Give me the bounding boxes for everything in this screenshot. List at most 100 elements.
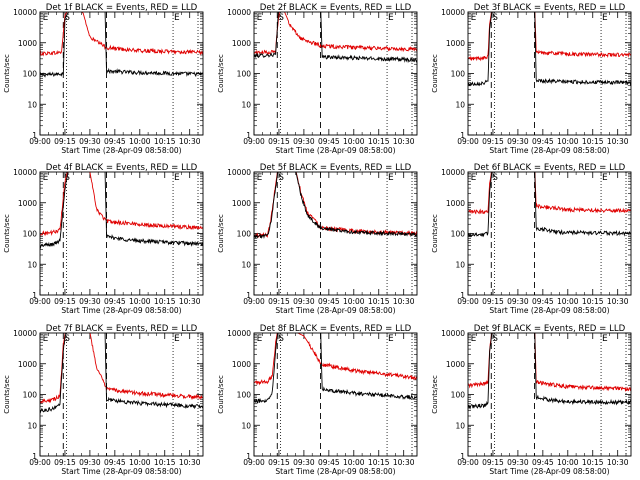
x-tick-label: 10:15 — [154, 458, 176, 467]
chart-title: Det 9f BLACK = Events, RED = LLD — [474, 324, 626, 334]
y-tick-label: 10000 — [227, 168, 251, 177]
detector-panel: Det 7f BLACK = Events, RED = LLD Counts/s… — [3, 324, 204, 476]
x-tick-label: 09:30 — [79, 137, 101, 146]
chart-title: Det 3f BLACK = Events, RED = LLD — [474, 3, 626, 13]
y-tick-label: 1 — [32, 452, 37, 461]
x-tick-label: 09:00 — [243, 137, 265, 146]
event-marker-label: E — [602, 173, 608, 183]
x-tick-label: 09:45 — [104, 458, 126, 467]
plot-frame — [253, 11, 418, 136]
y-tick-label: 1 — [460, 452, 465, 461]
plot-frame — [39, 11, 204, 136]
x-tick-label: 09:15 — [54, 137, 76, 146]
plot-frame — [253, 171, 418, 296]
x-tick-label: 10:15 — [154, 137, 176, 146]
y-tick-label: 100 — [23, 230, 38, 239]
y-tick-label: 10 — [27, 260, 37, 269]
x-tick-label: 09:00 — [457, 458, 479, 467]
x-tick-label: 10:30 — [607, 137, 629, 146]
event-marker-label: E — [174, 334, 180, 344]
x-tick-label: 09:45 — [318, 297, 340, 306]
y-tick-label: 1000 — [446, 199, 465, 208]
x-tick-label: 10:00 — [557, 137, 579, 146]
y-tick-label: 100 — [451, 391, 466, 400]
y-tick-label: 10 — [241, 260, 251, 269]
event-marker-label: S — [64, 334, 70, 344]
y-tick-label: 1000 — [232, 360, 251, 369]
x-axis-label: Start Time (28-Apr-09 08:58:00) — [489, 146, 609, 155]
y-axis-label: Counts/sec — [217, 214, 225, 253]
y-tick-label: 1 — [246, 452, 251, 461]
x-axis-label: Start Time (28-Apr-09 08:58:00) — [275, 146, 395, 155]
chart-title: Det 7f BLACK = Events, RED = LLD — [46, 324, 198, 334]
x-tick-label: 10:00 — [557, 458, 579, 467]
event-marker-label: S — [492, 334, 498, 344]
detector-panel: Det 3f BLACK = Events, RED = LLD Counts/s… — [431, 3, 632, 155]
x-tick-label: 10:00 — [129, 458, 151, 467]
y-axis-label: Counts/sec — [217, 375, 225, 414]
y-tick-label: 10 — [27, 421, 37, 430]
x-tick-label: 10:30 — [179, 137, 201, 146]
event-marker-label: E — [471, 173, 477, 183]
chart-title: Det 4f BLACK = Events, RED = LLD — [46, 163, 198, 173]
x-tick-label: 09:30 — [293, 458, 315, 467]
events-series-line — [468, 172, 631, 238]
lld-series-line — [40, 172, 203, 237]
x-tick-label: 10:00 — [343, 458, 365, 467]
y-tick-label: 1 — [246, 131, 251, 140]
x-tick-label: 10:00 — [343, 137, 365, 146]
events-series-line — [40, 172, 203, 250]
y-tick-label: 10000 — [13, 329, 37, 338]
x-tick-label: 10:15 — [368, 137, 390, 146]
x-tick-label: 10:00 — [557, 297, 579, 306]
lld-series-line — [468, 172, 631, 215]
x-tick-label: 09:15 — [268, 458, 290, 467]
plot-frame — [467, 171, 632, 296]
x-tick-label: 10:30 — [179, 458, 201, 467]
x-tick-label: 09:15 — [54, 458, 76, 467]
plot-frame — [39, 171, 204, 296]
y-tick-label: 10 — [455, 260, 465, 269]
x-tick-label: 09:00 — [243, 458, 265, 467]
event-marker-label: E — [602, 13, 608, 23]
detector-panel: Det 8f BLACK = Events, RED = LLD Counts/s… — [217, 324, 418, 476]
y-tick-label: 10000 — [441, 168, 465, 177]
plot-frame — [39, 332, 204, 457]
x-tick-label: 10:15 — [582, 458, 604, 467]
x-tick-label: 10:15 — [368, 458, 390, 467]
event-marker-label: E — [43, 13, 49, 23]
x-tick-label: 09:00 — [29, 458, 51, 467]
event-marker-label: S — [492, 13, 498, 23]
lld-series-line — [40, 12, 203, 57]
x-tick-label: 09:15 — [268, 137, 290, 146]
events-series-line — [254, 333, 417, 404]
y-tick-label: 100 — [451, 230, 466, 239]
event-marker-label: S — [278, 13, 284, 23]
y-axis-label: Counts/sec — [217, 54, 225, 93]
y-tick-label: 10000 — [441, 329, 465, 338]
x-tick-label: 10:15 — [154, 297, 176, 306]
detector-panel: Det 6f BLACK = Events, RED = LLD Counts/s… — [431, 163, 632, 315]
event-marker-label: S — [278, 334, 284, 344]
y-tick-label: 1000 — [232, 199, 251, 208]
y-tick-label: 10 — [241, 421, 251, 430]
x-tick-label: 10:30 — [179, 297, 201, 306]
x-tick-label: 09:45 — [104, 297, 126, 306]
x-axis-label: Start Time (28-Apr-09 08:58:00) — [61, 146, 181, 155]
events-series-line — [254, 12, 417, 64]
y-tick-label: 1000 — [18, 199, 37, 208]
y-tick-label: 10000 — [227, 329, 251, 338]
detector-panel: Det 2f BLACK = Events, RED = LLD Counts/s… — [217, 3, 418, 155]
detector-panel: Det 9f BLACK = Events, RED = LLD Counts/s… — [431, 324, 632, 476]
lld-series-line — [468, 12, 631, 62]
y-tick-label: 100 — [23, 391, 38, 400]
chart-title: Det 5f BLACK = Events, RED = LLD — [260, 163, 412, 173]
y-tick-label: 1000 — [18, 360, 37, 369]
y-tick-label: 1 — [246, 291, 251, 300]
x-axis-label: Start Time (28-Apr-09 08:58:00) — [489, 306, 609, 315]
chart-title: Det 1f BLACK = Events, RED = LLD — [46, 3, 198, 13]
x-axis-label: Start Time (28-Apr-09 08:58:00) — [489, 467, 609, 476]
events-series-line — [468, 333, 631, 410]
y-tick-label: 10 — [455, 100, 465, 109]
